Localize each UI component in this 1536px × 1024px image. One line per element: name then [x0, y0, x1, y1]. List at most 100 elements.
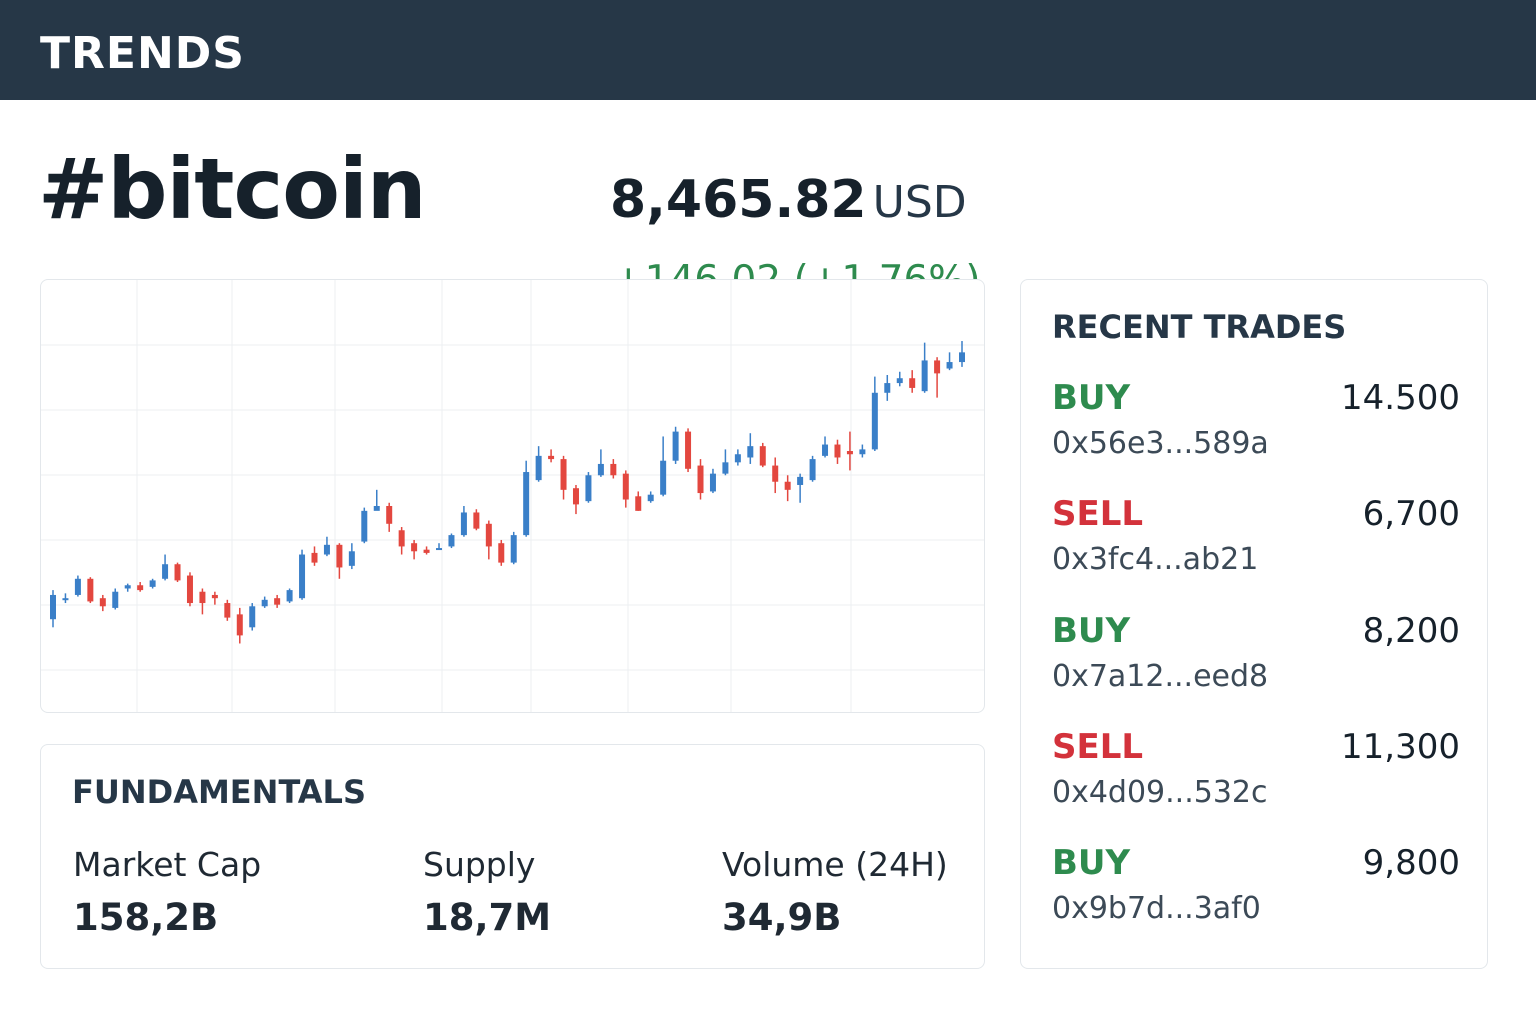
candle — [535, 446, 542, 482]
candle-body — [685, 431, 692, 469]
candle-body — [236, 614, 243, 636]
candle-body — [411, 543, 418, 552]
candle-body — [448, 535, 455, 547]
candle — [411, 539, 418, 560]
candle-body — [186, 575, 193, 604]
candle — [62, 593, 69, 604]
candle — [87, 577, 94, 604]
candle — [921, 342, 928, 393]
candle — [460, 506, 467, 537]
candle-body — [62, 598, 69, 601]
trade-side: BUY — [1052, 611, 1131, 651]
fundamental-value: 18,7M — [423, 896, 552, 939]
trade-side: BUY — [1052, 378, 1131, 418]
candle-body — [734, 454, 741, 463]
candle — [186, 572, 193, 607]
fundamentals-title: FUNDAMENTALS — [72, 773, 366, 811]
candle — [809, 455, 816, 482]
trade-row[interactable]: BUY 14.500 0x56e3...589a — [1052, 378, 1460, 478]
candle-body — [822, 444, 829, 456]
trade-row[interactable]: SELL 6,700 0x3fc4...ab21 — [1052, 494, 1460, 594]
candle-body — [249, 606, 256, 628]
candle-body — [149, 580, 156, 587]
candle — [398, 527, 405, 555]
candle — [784, 475, 791, 502]
candlestick-chart[interactable] — [41, 280, 984, 712]
candle — [660, 436, 667, 497]
trade-hash: 0x3fc4...ab21 — [1052, 542, 1259, 577]
candle — [747, 433, 754, 464]
trade-amount: 8,200 — [1362, 611, 1460, 651]
candle — [436, 543, 443, 551]
candle-body — [610, 463, 617, 476]
price-value: 8,465.82 — [610, 170, 867, 230]
candle — [672, 426, 679, 464]
trade-hash: 0x4d09...532c — [1052, 775, 1268, 810]
candle — [585, 472, 592, 503]
candle — [261, 596, 268, 608]
candle-body — [722, 462, 729, 474]
candle — [523, 460, 530, 537]
candle-body — [386, 506, 393, 524]
candle-body — [934, 360, 941, 374]
candle-body — [809, 459, 816, 481]
app-title: TRENDS — [40, 28, 245, 79]
candle-body — [597, 463, 604, 476]
fundamental-value: 158,2B — [73, 896, 219, 939]
candle-body — [959, 352, 965, 363]
candle-body — [772, 465, 779, 482]
trade-row[interactable]: BUY 9,800 0x9b7d...3af0 — [1052, 843, 1460, 943]
candle — [149, 578, 156, 589]
trade-amount: 9,800 — [1362, 843, 1460, 883]
candle — [697, 459, 704, 500]
candle-body — [759, 446, 766, 466]
candle — [99, 594, 106, 612]
trade-amount: 6,700 — [1362, 494, 1460, 534]
candle-body — [423, 549, 430, 553]
recent-trades-card: RECENT TRADES BUY 14.500 0x56e3...589a S… — [1020, 279, 1488, 969]
candle — [846, 431, 853, 471]
candle-body — [909, 378, 916, 388]
candle — [199, 588, 206, 615]
candle-body — [361, 510, 368, 542]
candle — [485, 520, 492, 560]
trade-row[interactable]: SELL 11,300 0x4d09...532c — [1052, 727, 1460, 827]
candle — [137, 582, 144, 592]
candle-body — [348, 551, 355, 566]
candle-body — [398, 530, 405, 547]
recent-trades-title: RECENT TRADES — [1052, 308, 1347, 346]
candle-body — [485, 523, 492, 547]
candle — [311, 546, 318, 566]
candle-body — [834, 444, 841, 458]
app-header: TRENDS — [0, 0, 1536, 100]
fundamentals-card: FUNDAMENTALS Market Cap 158,2B Supply 18… — [40, 744, 985, 969]
candle — [759, 442, 766, 468]
candle-body — [622, 473, 629, 500]
candle-body — [286, 590, 293, 602]
candle-body — [124, 585, 131, 589]
candle-body — [162, 564, 169, 579]
candle-body — [311, 552, 318, 563]
candle-body — [50, 594, 56, 620]
candle — [934, 357, 941, 398]
candle-body — [896, 378, 903, 384]
trade-hash: 0x7a12...eed8 — [1052, 659, 1269, 694]
candle — [224, 599, 231, 621]
candle — [473, 509, 480, 531]
trade-row[interactable]: BUY 8,200 0x7a12...eed8 — [1052, 611, 1460, 711]
fundamental-label: Supply — [423, 845, 536, 884]
candle-body — [373, 506, 380, 511]
candle-body — [74, 578, 81, 595]
candle — [112, 588, 119, 610]
candle-body — [797, 476, 804, 485]
candle — [124, 583, 131, 592]
candle-body — [174, 564, 181, 581]
fundamental-supply: Supply 18,7M — [423, 845, 551, 939]
candle — [822, 436, 829, 458]
trade-side: SELL — [1052, 727, 1144, 767]
candle-body — [99, 598, 106, 607]
trade-side: SELL — [1052, 494, 1144, 534]
candle-body — [336, 544, 343, 568]
candle-body — [871, 392, 878, 450]
candle — [286, 588, 293, 604]
